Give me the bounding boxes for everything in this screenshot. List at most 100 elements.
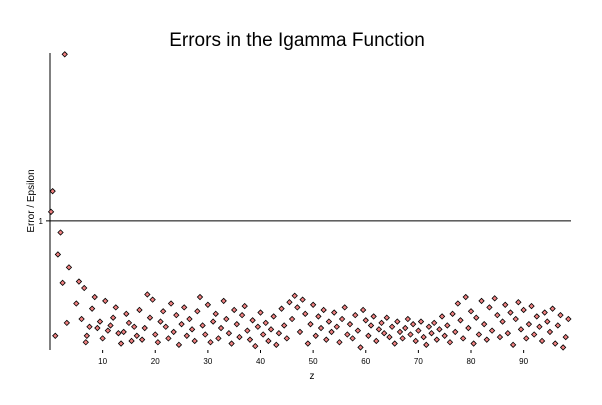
data-point bbox=[457, 317, 464, 324]
x-tick-label: 60 bbox=[361, 357, 370, 366]
data-point bbox=[354, 327, 362, 334]
data-point bbox=[438, 313, 446, 320]
data-point bbox=[517, 326, 525, 333]
data-point bbox=[412, 337, 419, 345]
data-point bbox=[367, 322, 375, 329]
data-point bbox=[170, 328, 177, 336]
data-point bbox=[157, 318, 164, 325]
data-point bbox=[407, 331, 414, 338]
data-point bbox=[294, 304, 301, 311]
data-point bbox=[194, 308, 201, 315]
data-point bbox=[288, 315, 296, 323]
data-point bbox=[433, 336, 440, 343]
data-point bbox=[467, 308, 475, 315]
data-point bbox=[123, 310, 130, 318]
data-point bbox=[333, 323, 340, 330]
data-point bbox=[417, 318, 425, 325]
data-point bbox=[557, 311, 564, 319]
x-tick-label: 30 bbox=[203, 357, 212, 366]
data-point bbox=[186, 315, 193, 323]
data-point bbox=[283, 335, 290, 342]
data-point bbox=[352, 311, 359, 319]
data-point bbox=[309, 301, 317, 308]
data-point bbox=[165, 335, 172, 342]
data-point bbox=[117, 340, 125, 347]
data-point bbox=[173, 311, 180, 319]
data-point bbox=[509, 341, 517, 349]
data-point bbox=[549, 305, 556, 312]
data-point bbox=[249, 317, 256, 324]
data-point bbox=[241, 302, 248, 310]
x-tick-label: 50 bbox=[309, 357, 318, 366]
data-point bbox=[486, 304, 493, 311]
data-point bbox=[109, 314, 117, 321]
data-point bbox=[409, 321, 417, 328]
data-point bbox=[233, 321, 240, 328]
data-point bbox=[528, 302, 535, 310]
data-point bbox=[307, 321, 314, 328]
data-point bbox=[128, 337, 135, 345]
data-point bbox=[399, 335, 406, 342]
data-point bbox=[323, 336, 330, 343]
data-point bbox=[131, 323, 138, 330]
data-point bbox=[304, 340, 312, 347]
data-point bbox=[102, 297, 109, 305]
data-point bbox=[396, 328, 404, 336]
data-point bbox=[175, 341, 183, 349]
data-point bbox=[454, 300, 462, 307]
data-point bbox=[99, 335, 106, 342]
data-point bbox=[78, 315, 85, 323]
data-point bbox=[104, 327, 112, 334]
data-point bbox=[120, 328, 127, 336]
data-point bbox=[52, 332, 59, 339]
data-point bbox=[296, 328, 304, 336]
data-point bbox=[507, 309, 514, 316]
data-point bbox=[81, 284, 88, 292]
data-point bbox=[541, 309, 548, 316]
data-point bbox=[125, 319, 133, 327]
data-point bbox=[54, 251, 62, 258]
data-point bbox=[59, 279, 66, 287]
x-tick-label: 90 bbox=[519, 357, 528, 366]
data-point bbox=[459, 335, 467, 342]
data-point bbox=[388, 323, 396, 330]
data-point bbox=[209, 318, 217, 325]
data-point bbox=[275, 330, 283, 337]
data-point bbox=[265, 337, 272, 345]
data-point bbox=[520, 306, 527, 314]
data-point bbox=[317, 324, 325, 332]
data-point bbox=[565, 315, 572, 323]
data-point bbox=[49, 188, 56, 195]
data-point bbox=[404, 315, 412, 323]
data-point bbox=[394, 318, 401, 325]
data-point bbox=[286, 299, 293, 306]
data-point bbox=[115, 330, 122, 337]
data-point bbox=[91, 293, 98, 301]
data-point bbox=[254, 323, 262, 330]
data-point bbox=[491, 295, 498, 302]
data-point bbox=[196, 293, 204, 301]
data-point bbox=[112, 304, 119, 311]
data-point bbox=[144, 291, 151, 298]
data-point bbox=[47, 208, 55, 215]
data-point bbox=[83, 332, 91, 339]
data-point bbox=[515, 299, 522, 306]
x-tick-label: 70 bbox=[414, 357, 423, 366]
data-point bbox=[428, 330, 435, 337]
data-point bbox=[159, 308, 167, 315]
data-point bbox=[136, 306, 143, 314]
data-point bbox=[299, 296, 306, 303]
data-point bbox=[96, 318, 104, 325]
data-point bbox=[488, 327, 496, 334]
x-tick-label: 20 bbox=[151, 357, 160, 366]
data-point bbox=[538, 337, 546, 345]
data-point bbox=[82, 339, 89, 346]
data-point bbox=[199, 322, 206, 329]
data-point bbox=[473, 314, 480, 321]
data-point bbox=[373, 337, 380, 345]
data-point bbox=[133, 332, 140, 339]
data-point bbox=[86, 323, 93, 330]
data-point bbox=[320, 306, 327, 314]
